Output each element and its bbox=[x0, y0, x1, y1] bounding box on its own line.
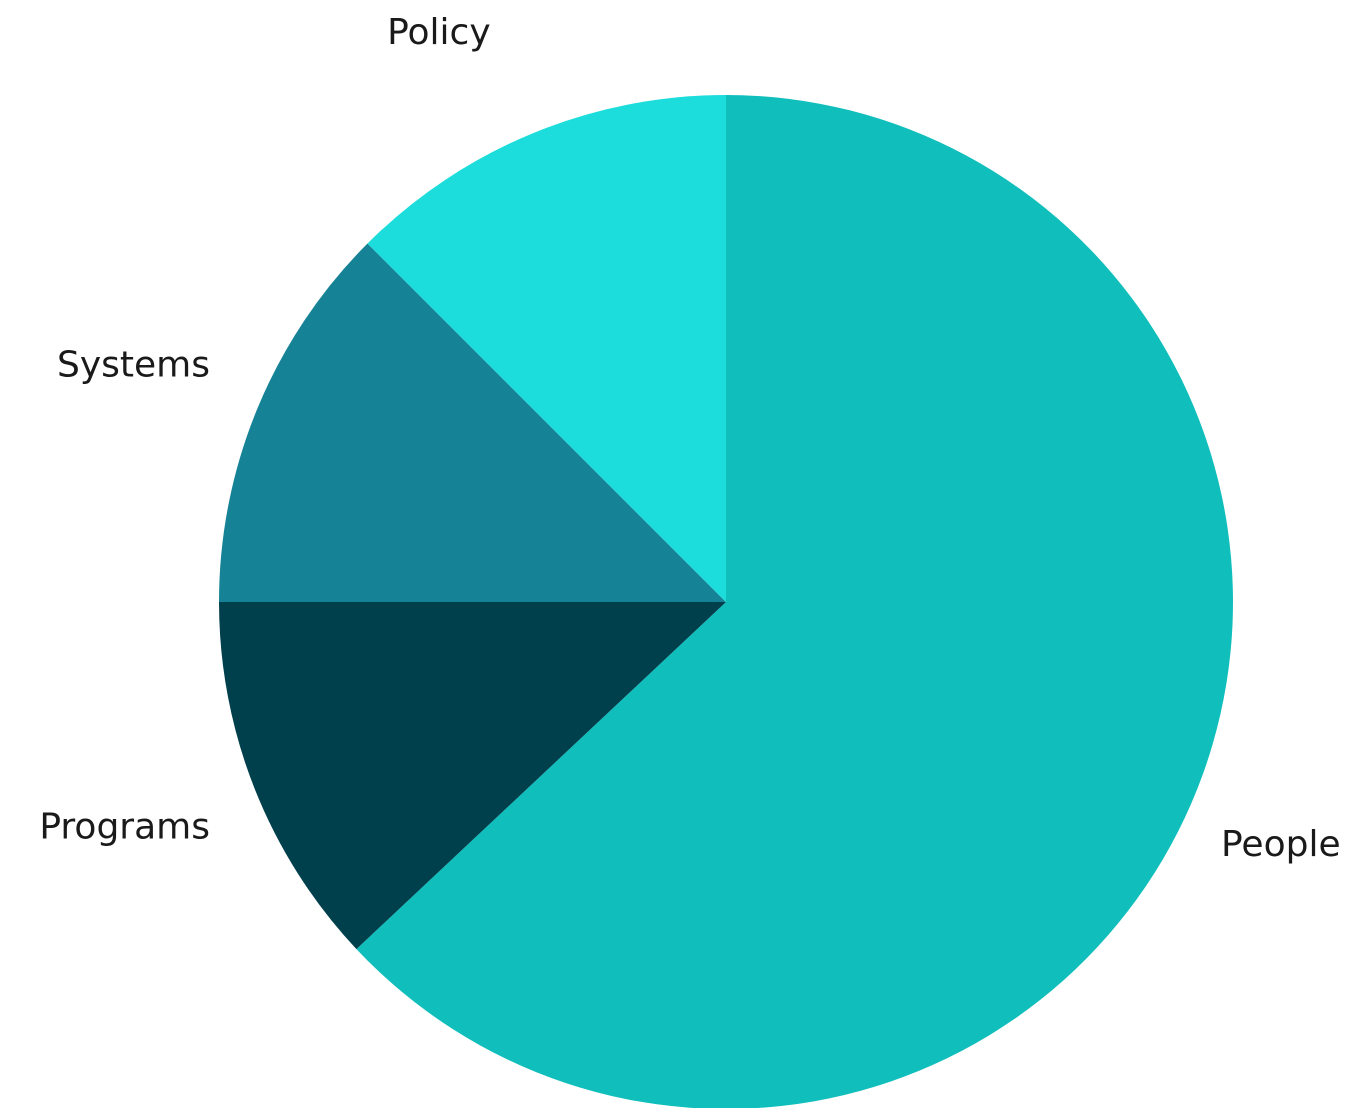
pie-labels: People Programs Systems Policy bbox=[39, 12, 1340, 865]
pie-slices bbox=[219, 95, 1233, 1108]
pie-slice-policy bbox=[367, 95, 726, 602]
pie-slice-systems bbox=[219, 243, 726, 602]
pie-slice-people bbox=[356, 95, 1233, 1108]
pie-label-people: People bbox=[1221, 824, 1341, 865]
pie-slice-programs bbox=[219, 602, 726, 950]
pie-label-policy: Policy bbox=[387, 12, 491, 53]
pie-label-systems: Systems bbox=[57, 345, 210, 386]
pie-label-programs: Programs bbox=[39, 806, 210, 847]
